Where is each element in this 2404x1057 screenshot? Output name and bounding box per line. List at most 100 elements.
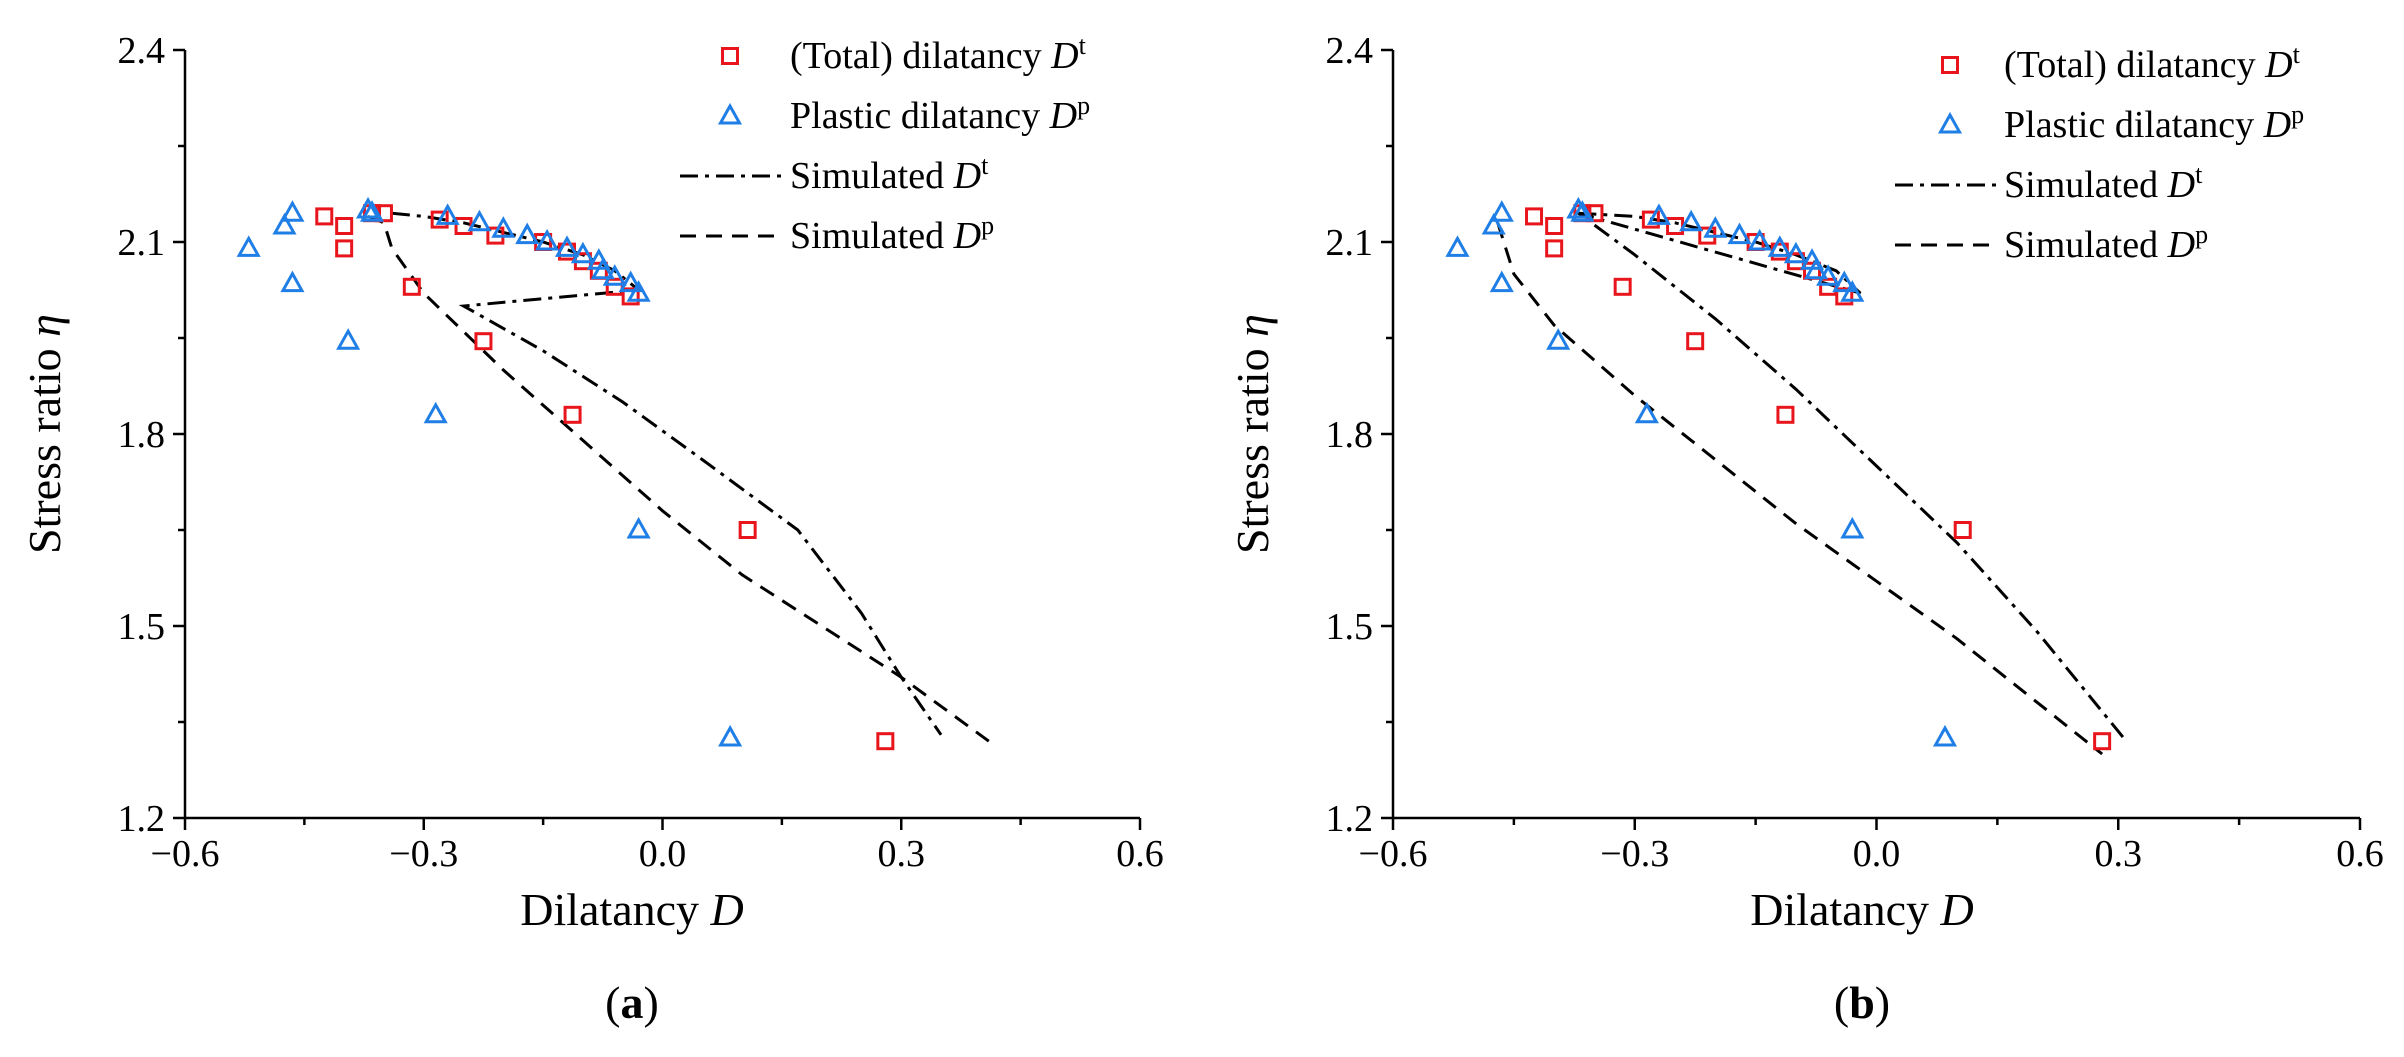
chart-panel-a: −0.6 −0.3 0.0 0.3 0.6 1.2 1.5 1.8 2.1 2.4 Dilatanc… xyxy=(19,30,1164,1028)
plastic-dilatancy-point xyxy=(1481,212,1506,235)
plastic-dilatancy-point xyxy=(1832,270,1857,293)
plastic-dilatancy-point xyxy=(435,203,460,225)
x-axis-title: Dilatancy D xyxy=(520,884,744,935)
plastic-dilatancy-point xyxy=(359,200,385,222)
plastic-dilatancy-point xyxy=(1679,209,1704,232)
simulated-dt-line xyxy=(391,211,943,736)
total-dilatancy-point xyxy=(402,277,421,296)
plastic-dilatancy-point xyxy=(280,270,305,293)
plastic-dilatancy-point xyxy=(1546,328,1571,350)
plastic-dilatancy-point xyxy=(355,196,381,219)
y-axis-title: Stress ratio η xyxy=(1227,314,1278,554)
legend-entry: Plastic dilatancy Dp xyxy=(790,91,1090,137)
total-dilatancy-point xyxy=(1641,210,1660,229)
x-tick-label: 0.3 xyxy=(878,833,926,875)
y-tick-label: 1.5 xyxy=(118,606,166,648)
y-tick-label: 2.4 xyxy=(118,30,166,72)
legend-entry: Plastic dilatancy Dp xyxy=(2004,100,2304,146)
plastic-dilatancy-point xyxy=(272,212,297,235)
plastic-dilatancy-point xyxy=(1767,235,1792,257)
plastic-dilatancy-point xyxy=(1445,235,1470,257)
total-dilatancy-point xyxy=(1545,239,1564,258)
y-tick-label: 2.1 xyxy=(1326,222,1374,264)
plastic-dilatancy-point xyxy=(1840,280,1865,302)
y-axis-title: Stress ratio η xyxy=(19,314,70,554)
x-tick-label: −0.3 xyxy=(1600,833,1669,875)
plastic-dilatancy-point xyxy=(1783,241,1808,264)
plastic-dilatancy-point xyxy=(336,328,361,350)
simulated-dp-line xyxy=(1496,222,2104,756)
x-tick-label: 0.0 xyxy=(1853,833,1901,875)
total-dilatancy-point xyxy=(1545,217,1564,235)
plastic-dilatancy-point xyxy=(626,516,651,539)
y-tick-label: 1.2 xyxy=(118,798,166,840)
plastic-dilatancy-point xyxy=(467,209,492,232)
x-axis-title: Dilatancy D xyxy=(1750,884,1974,935)
legend-entry: Simulated Dp xyxy=(2004,220,2208,266)
legend-triangle-icon xyxy=(717,102,743,125)
y-tick-label: 1.8 xyxy=(1326,414,1374,456)
plastic-dilatancy-point xyxy=(626,280,651,302)
simulated-dt-line xyxy=(1577,211,2128,743)
y-tick-label: 2.1 xyxy=(118,222,166,264)
plastic-dilatancy-point xyxy=(602,264,627,286)
plastic-dilatancy-point xyxy=(1489,200,1514,222)
x-tick-label: 0.6 xyxy=(2336,833,2384,875)
plastic-dilatancy-point xyxy=(1570,200,1595,222)
total-dilatancy-point xyxy=(335,217,354,235)
legend-square-icon xyxy=(721,47,739,65)
legend-square-icon xyxy=(1941,56,1959,74)
total-dilatancy-point xyxy=(1835,287,1854,306)
total-dilatancy-point xyxy=(876,732,895,751)
plastic-dilatancy-point xyxy=(1840,516,1865,539)
total-dilatancy-point xyxy=(738,521,757,539)
total-dilatancy-point xyxy=(474,332,493,351)
total-dilatancy-point xyxy=(1525,207,1544,226)
y-tick-label: 1.2 xyxy=(1326,798,1374,840)
legend-entry: Simulated Dt xyxy=(2004,160,2203,206)
plastic-dilatancy-point xyxy=(1703,216,1728,238)
plastic-dilatancy-point xyxy=(1727,222,1752,245)
plastic-dilatancy-point xyxy=(1489,270,1514,293)
plastic-dilatancy-point xyxy=(1566,196,1591,219)
y-tick-label: 1.8 xyxy=(118,414,166,456)
legend-entry: (Total) dilatancy Dt xyxy=(2004,40,2301,86)
panel-label: (a) xyxy=(605,977,659,1028)
plastic-dilatancy-point xyxy=(535,228,560,251)
x-tick-label: 0.3 xyxy=(2095,833,2143,875)
total-dilatancy-point xyxy=(621,287,640,306)
x-tick-label: −0.6 xyxy=(151,833,220,875)
y-tick-label: 1.5 xyxy=(1326,606,1374,648)
x-tick-label: −0.3 xyxy=(389,833,458,875)
plastic-dilatancy-point xyxy=(1816,264,1841,286)
plastic-dilatancy-point xyxy=(590,257,615,280)
plastic-dilatancy-point xyxy=(570,241,595,264)
plastic-dilatancy-point xyxy=(618,270,643,293)
legend-entry: Simulated Dp xyxy=(790,211,994,257)
plastic-dilatancy-point xyxy=(1634,401,1659,424)
total-dilatancy-point xyxy=(315,207,334,226)
total-dilatancy-point xyxy=(430,210,449,229)
total-dilatancy-point xyxy=(563,405,582,424)
plastic-dilatancy-point xyxy=(1932,724,1958,747)
y-tick-label: 2.4 xyxy=(1326,30,1374,72)
total-dilatancy-point xyxy=(335,239,354,258)
plastic-dilatancy-point xyxy=(423,401,448,424)
plastic-dilatancy-point xyxy=(515,222,540,245)
x-tick-label: 0.6 xyxy=(1116,833,1164,875)
total-dilatancy-point xyxy=(2093,732,2112,751)
plastic-dilatancy-point xyxy=(1646,203,1671,225)
x-tick-label: 0.0 xyxy=(639,833,687,875)
plastic-dilatancy-point xyxy=(236,235,261,257)
panel-label: (b) xyxy=(1834,977,1890,1028)
plastic-dilatancy-point xyxy=(1747,228,1772,251)
plastic-dilatancy-point xyxy=(491,216,516,238)
plastic-dilatancy-point xyxy=(718,724,743,747)
chart-panel-b: −0.6 −0.3 0.0 0.3 0.6 1.2 1.5 1.8 2.1 2.4 Dilatanc… xyxy=(1227,30,2384,1028)
legend-triangle-icon xyxy=(1937,111,1963,134)
simulated-dp-line xyxy=(367,215,990,743)
x-tick-label: −0.6 xyxy=(1359,833,1428,875)
legend-entry: (Total) dilatancy Dt xyxy=(790,31,1087,77)
plastic-dilatancy-point xyxy=(280,200,305,222)
